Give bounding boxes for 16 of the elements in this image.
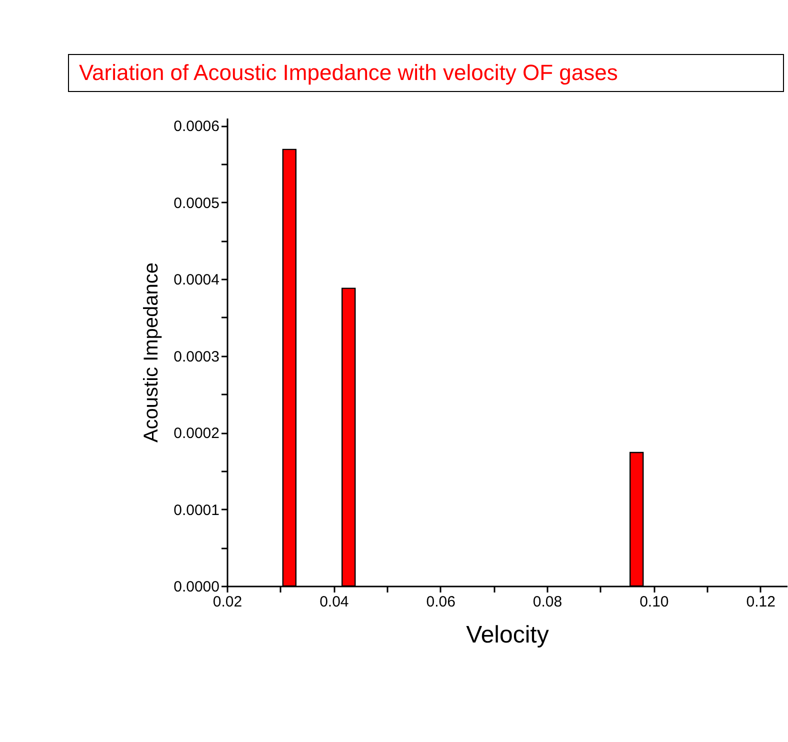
- y-tick-label: 0.0000: [174, 578, 220, 596]
- x-tick-label: 0.06: [426, 594, 456, 610]
- x-tick-label: 0.12: [746, 594, 776, 610]
- y-tick-label: 0.0003: [174, 348, 220, 366]
- x-tick-label: 0.08: [532, 594, 562, 610]
- chart-title: Variation of Acoustic Impedance with velocity OF gases: [68, 54, 784, 92]
- y-tick-label: 0.0002: [174, 425, 220, 442]
- y-tick-label: 0.0006: [174, 118, 220, 136]
- x-tick-label: 0.04: [320, 594, 349, 610]
- x-axis-title: Velocity: [466, 622, 549, 648]
- x-tick-label: 0.02: [212, 594, 242, 610]
- y-tick-label: 0.0005: [174, 194, 220, 212]
- y-tick-label: 0.0001: [174, 502, 220, 519]
- x-tick-label: 0.10: [640, 594, 669, 610]
- y-tick-label: 0.0004: [174, 272, 220, 289]
- y-axis-title: Acoustic Impedance: [140, 262, 163, 443]
